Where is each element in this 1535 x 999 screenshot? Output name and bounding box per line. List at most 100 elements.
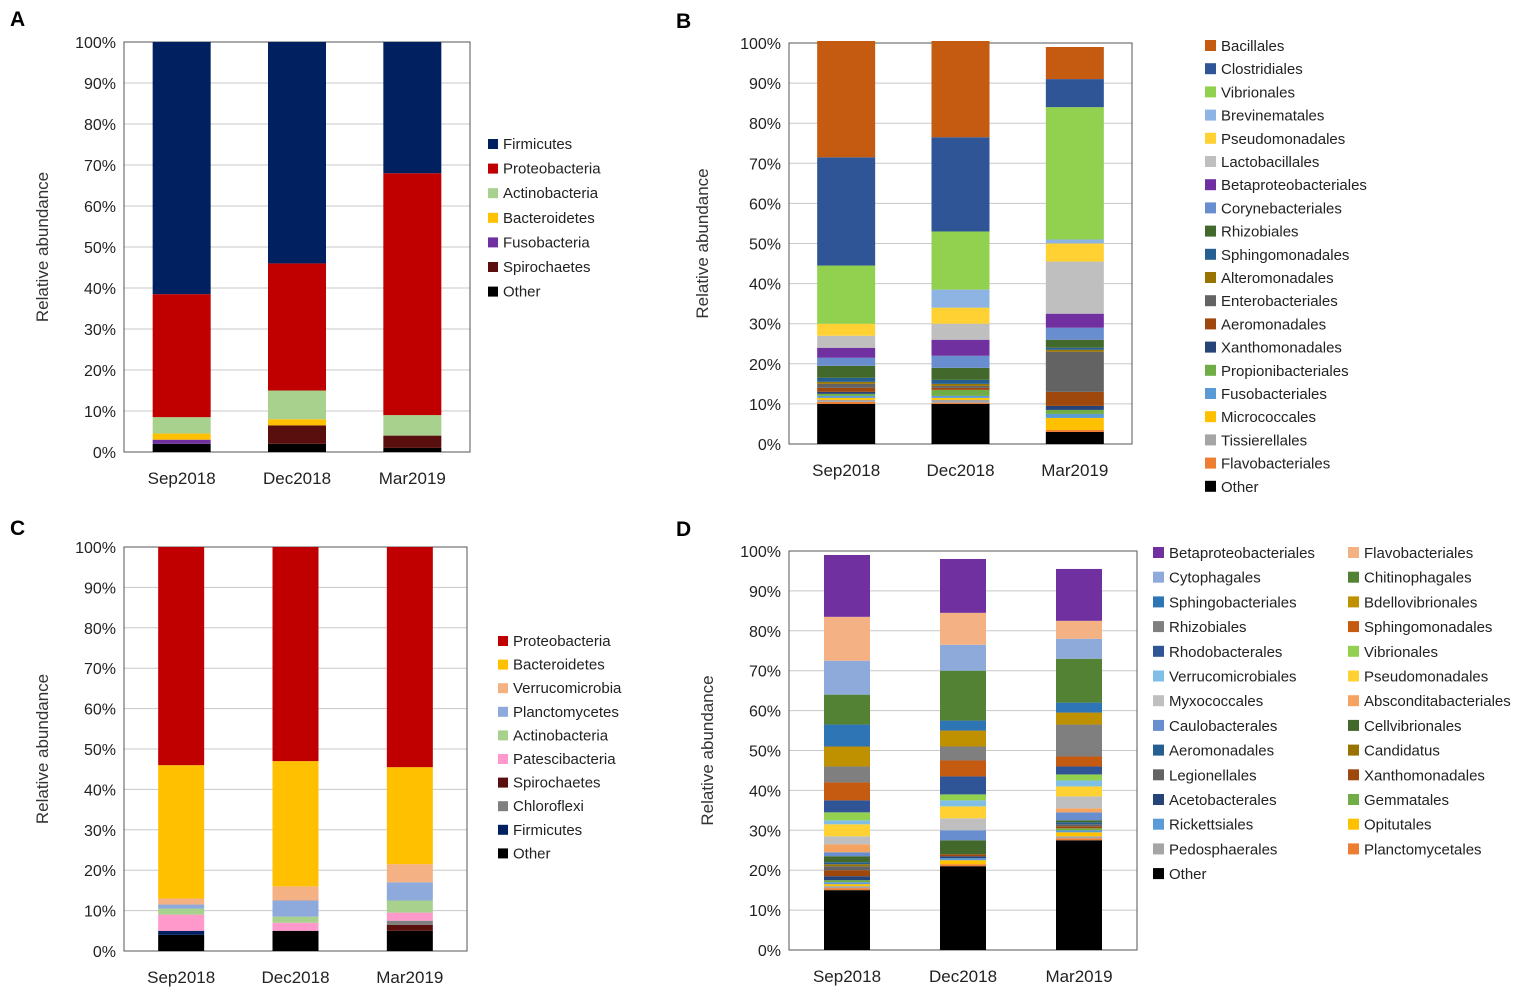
panel-c-ytick-label: 90% [84, 580, 116, 597]
panel-b-legend-label-fusobacteriales: Fusobacteriales [1221, 386, 1327, 403]
panel-d-bar-mar2019-rhizobiales [1056, 724, 1102, 757]
panel-b-bar-mar2019-corynebacteriales [1045, 327, 1104, 340]
panel-a-bar-dec2018-firmicutes [268, 42, 326, 264]
panel-d-bar-mar2019-flavobacteriales [1056, 620, 1102, 639]
panel-b-bar-dec2018-clostridiales [931, 137, 990, 232]
panel-b-legend-swatch-sphingomonadales [1205, 248, 1216, 260]
panel-c-bar-dec2018-proteobacteria [272, 547, 319, 762]
panel-d-ytick-label: 50% [749, 744, 781, 761]
panel-d-bar-mar2019-sphingomonadales [1056, 756, 1102, 767]
panel-b-legend-swatch-pseudomonadales [1205, 132, 1216, 144]
panel-d-bar-dec2018-bdellovibrionales [940, 730, 986, 747]
panel-b-legend-swatch-corynebacteriales [1205, 202, 1216, 214]
panel-b-bar-mar2019-betaproteobacteriales [1045, 313, 1104, 328]
panel-b-bar-sep2018-aeromonadales [817, 387, 876, 392]
panel-c-bar-sep2018-other [158, 934, 205, 951]
panel-d-bar-sep2018-sphingobacteriales [824, 724, 870, 747]
panel-d-bar-dec2018-rhodobacterales [940, 776, 986, 795]
panel-d-bar-mar2019-planctomycetales [1056, 838, 1102, 841]
panel-c-legend-label-other: Other [513, 845, 551, 862]
panel-d-legend-swatch-candidatus [1348, 744, 1359, 756]
panel-a-x-category-label: Sep2018 [148, 469, 216, 488]
panel-d-legend-label-myxococcales: Myxococcales [1169, 693, 1263, 710]
panel-b-bar-sep2018-other [817, 403, 876, 444]
panel-b-x-category-label: Dec2018 [926, 461, 994, 480]
panel-d-bar-mar2019-sphingobacteriales [1056, 702, 1102, 713]
panel-d-bar-dec2018-betaproteobacteriales [940, 558, 986, 613]
panel-b-ytick-label: 100% [740, 36, 781, 53]
panel-b-legend-swatch-fusobacteriales [1205, 388, 1216, 399]
panel-d-bar-sep2018-acetobacterales [824, 876, 870, 881]
panel-c-legend-swatch-chloroflexi [498, 801, 508, 812]
panel-d-legend-swatch-acetobacterales [1153, 794, 1164, 805]
panel-d-legend-swatch-pseudomonadales [1348, 670, 1359, 682]
panel-d-legend-label-cellvibrionales: Cellvibrionales [1364, 718, 1462, 735]
panel-c-x-category-label: Dec2018 [261, 968, 329, 987]
panel-b-bar-mar2019-micrococcales [1045, 417, 1104, 430]
panel-b-bar-dec2018-lactobacillales [931, 323, 990, 340]
panel-d-bar-dec2018-sphingomonadales [940, 760, 986, 777]
panel-b-bar-dec2018-betaproteobacteriales [931, 339, 990, 356]
panel-d-bar-mar2019-cellvibrionales [1056, 820, 1102, 823]
panel-c-bar-dec2018-other [272, 930, 319, 951]
panel-d-legend-label-other: Other [1169, 866, 1207, 883]
panel-b-bar-sep2018-corynebacteriales [817, 357, 876, 366]
panel-b-legend-swatch-brevinematales [1205, 109, 1216, 121]
panel-d-legend-swatch-caulobacterales [1153, 719, 1164, 731]
panel-d-ytick-label: 90% [749, 584, 781, 601]
panel-d-bar-mar2019-opitutales [1056, 832, 1102, 837]
panel-d-bar-dec2018-caulobacterales [940, 830, 986, 841]
panel-d-legend-swatch-planctomycetales [1348, 843, 1359, 855]
panel-b-legend-label-bacillales: Bacillales [1221, 38, 1284, 55]
panel-d-bar-dec2018-flavobacteriales [940, 612, 986, 645]
panel-d-bar-sep2018-gemmatales [824, 880, 870, 883]
panel-b-bar-dec2018-flavobacteriales [931, 402, 990, 404]
panel-b-bar-sep2018-alteromonadales [817, 381, 876, 384]
panel-b-legend-swatch-xanthomonadales [1205, 341, 1216, 353]
panel-b-y-axis-label: Relative abundance [693, 168, 712, 318]
panel-a-ytick-label: 40% [84, 281, 116, 298]
panel-b-legend-swatch-clostridiales [1205, 63, 1216, 75]
panel-d-bar-dec2018-verrucomicrobiales [940, 800, 986, 807]
panel-d-legend-label-rhizobiales: Rhizobiales [1169, 619, 1247, 636]
panel-b-bar-sep2018-enterobacteriales [817, 383, 876, 388]
panel-b-bar-mar2019-enterobacteriales [1045, 351, 1104, 392]
panel-d-legend-swatch-chitinophagales [1348, 571, 1359, 583]
panel-d-bar-sep2018-pedosphaerales [824, 886, 870, 889]
panel-a-ytick-label: 70% [84, 158, 116, 175]
panel-a-bar-sep2018-proteobacteria [152, 294, 211, 418]
panel-d-bar-dec2018-planctomycetales [940, 864, 986, 867]
panel-a-legend-label-other: Other [503, 284, 541, 301]
panel-b-bar-dec2018-aeromonadales [931, 387, 990, 390]
panel-d-bar-mar2019-aeromonadales [1056, 822, 1102, 825]
panel-d-bar-dec2018-opitutales [940, 860, 986, 865]
panel-c-bar-dec2018-actinobacteria [272, 916, 319, 923]
panel-a-bar-sep2018-actinobacteria [152, 417, 211, 434]
panel-a-ytick-label: 100% [75, 35, 116, 52]
panel-b-bar-sep2018-betaproteobacteriales [817, 347, 876, 358]
panel-d-bar-sep2018-flavobacteriales [824, 616, 870, 661]
panel-d-legend-label-legionellales: Legionellales [1169, 767, 1257, 784]
panel-b-legend-swatch-vibrionales [1205, 86, 1216, 98]
panel-d-legend-label-planctomycetales: Planctomycetales [1364, 841, 1482, 858]
panel-c-bar-mar2019-spirochaetes [386, 924, 433, 931]
panel-b-legend-swatch-other [1205, 480, 1216, 492]
panel-d-bar-sep2018-rickettsiales [824, 882, 870, 885]
panel-d-bar-sep2018-rhodobacterales [824, 800, 870, 813]
panel-c-bar-sep2018-proteobacteria [158, 547, 205, 766]
panel-c-legend-label-verrucomicrobia: Verrucomicrobia [513, 680, 622, 697]
panel-c-y-axis-label: Relative abundance [33, 674, 52, 824]
panel-c-ytick-label: 70% [84, 661, 116, 678]
panel-b-bar-sep2018-sphingomonadales [817, 377, 876, 382]
panel-a-x-category-label: Mar2019 [379, 469, 446, 488]
panel-d-legend-swatch-bdellovibrionales [1348, 596, 1359, 608]
panel-a-ytick-label: 0% [93, 445, 116, 462]
panel-b-legend-swatch-flavobacteriales [1205, 457, 1216, 469]
panel-b-bar-sep2018-rhizobiales [817, 365, 876, 378]
panel-d-legend-label-bdellovibrionales: Bdellovibrionales [1364, 594, 1477, 611]
panel-d-letter: D [676, 518, 691, 541]
panel-c-bar-sep2018-bacteroidetes [158, 765, 205, 899]
panel-a-bar-sep2018-bacteroidetes [152, 433, 211, 440]
panel-d-legend-swatch-gemmatales [1348, 794, 1359, 805]
panel-b-bar-mar2019-sphingomonadales [1045, 347, 1104, 350]
